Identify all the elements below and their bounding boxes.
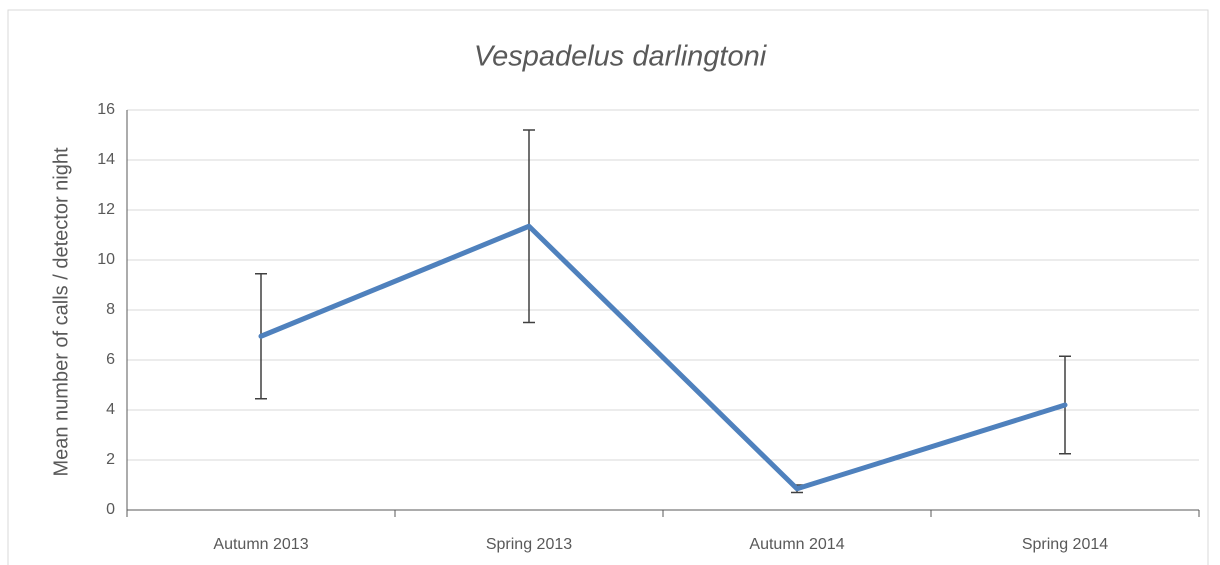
y-tick-label: 4: [106, 401, 115, 418]
x-tick-label: Autumn 2013: [213, 536, 308, 553]
y-tick-label: 10: [97, 251, 115, 268]
x-tick-label: Spring 2013: [486, 536, 572, 553]
y-tick-label: 16: [97, 101, 115, 118]
x-tick-label: Autumn 2014: [749, 536, 844, 553]
y-tick-label: 8: [106, 301, 115, 318]
chart-frame: [7, 9, 1209, 565]
y-tick-label: 0: [106, 501, 115, 518]
data-line: [258, 223, 1068, 492]
y-axis-label: Mean number of calls / detector night: [50, 147, 72, 477]
x-tick-label: Spring 2014: [1022, 536, 1108, 553]
y-tick-label: 14: [97, 151, 115, 168]
y-tick-label: 6: [106, 351, 115, 368]
chart-title: Vespadelus darlingtoni: [474, 41, 768, 73]
y-tick-label: 2: [106, 451, 115, 468]
y-tick-label: 12: [97, 201, 115, 218]
